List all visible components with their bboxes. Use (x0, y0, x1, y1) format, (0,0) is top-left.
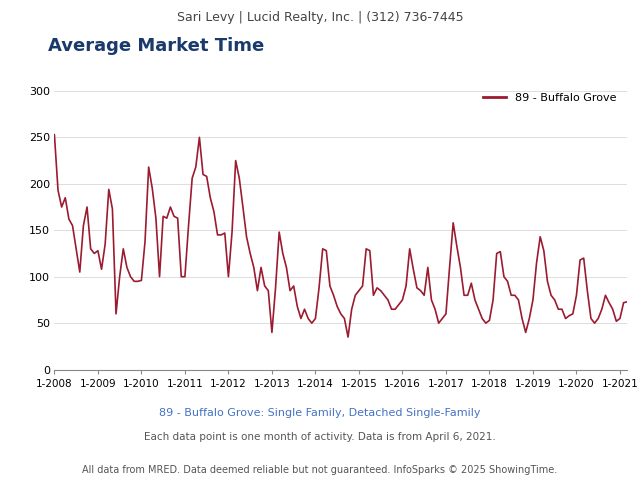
Legend: 89 - Buffalo Grove: 89 - Buffalo Grove (478, 87, 621, 108)
Text: Average Market Time: Average Market Time (48, 37, 264, 55)
Text: Each data point is one month of activity. Data is from April 6, 2021.: Each data point is one month of activity… (144, 432, 496, 442)
Text: Sari Levy | Lucid Realty, Inc. | (312) 736-7445: Sari Levy | Lucid Realty, Inc. | (312) 7… (177, 12, 463, 24)
Text: All data from MRED. Data deemed reliable but not guaranteed. InfoSparks © 2025 S: All data from MRED. Data deemed reliable… (83, 465, 557, 475)
Text: 89 - Buffalo Grove: Single Family, Detached Single-Family: 89 - Buffalo Grove: Single Family, Detac… (159, 408, 481, 418)
